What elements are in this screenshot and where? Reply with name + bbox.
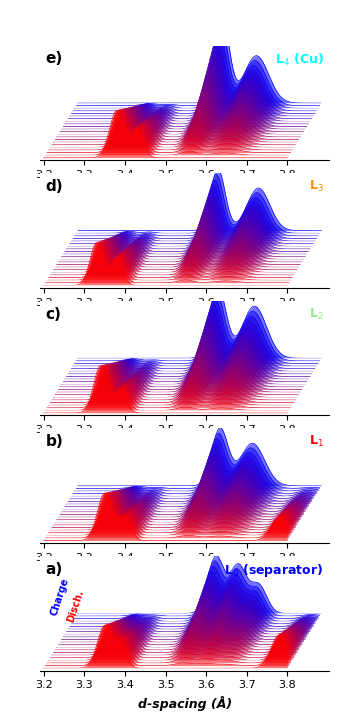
Text: L$_1$: L$_1$ <box>309 434 324 450</box>
Text: c): c) <box>46 307 62 322</box>
Text: Disch.: Disch. <box>66 588 86 624</box>
Text: L$_3$: L$_3$ <box>309 179 324 194</box>
Text: a): a) <box>46 562 63 577</box>
X-axis label: d-spacing (Å): d-spacing (Å) <box>138 696 232 711</box>
Text: Charge: Charge <box>49 576 70 617</box>
Text: L$_0$ (separator): L$_0$ (separator) <box>224 562 324 579</box>
Text: L$_4$ (Cu): L$_4$ (Cu) <box>275 51 324 67</box>
Text: L$_2$: L$_2$ <box>309 307 324 322</box>
Text: e): e) <box>46 51 63 67</box>
Text: b): b) <box>46 434 63 450</box>
Text: d): d) <box>46 179 63 194</box>
